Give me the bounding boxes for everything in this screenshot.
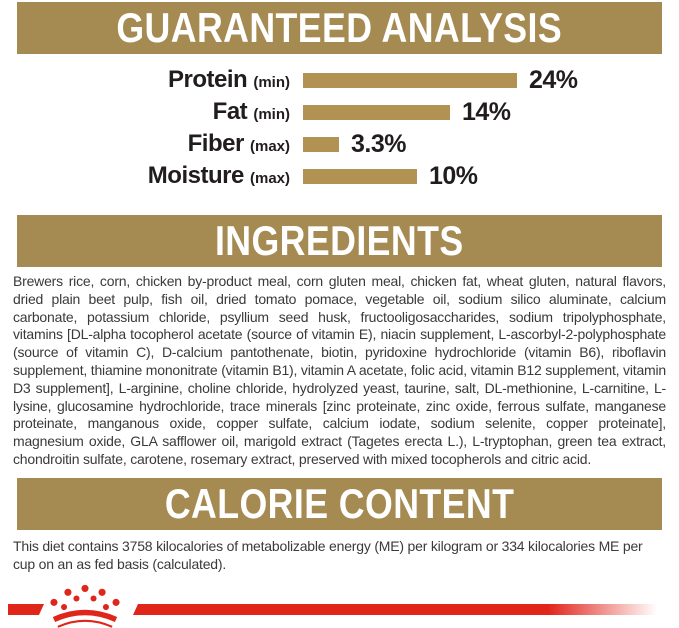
chart-row: Fat (min) 14%	[0, 96, 679, 128]
guaranteed-analysis-title: GUARANTEED ANALYSIS	[116, 4, 563, 51]
guaranteed-analysis-chart: Protein (min) 24% Fat (min) 14% Fiber (max) 3…	[0, 64, 679, 192]
guaranteed-analysis-banner: GUARANTEED ANALYSIS	[17, 2, 662, 54]
brand-ribbon-right	[133, 604, 679, 615]
nutrient-bar	[303, 168, 417, 184]
nutrient-label: Moisture (max)	[147, 162, 290, 189]
nutrient-value: 10%	[429, 161, 478, 190]
brand-footer	[0, 583, 679, 628]
calorie-content-banner: CALORIE CONTENT	[17, 478, 662, 530]
nutrient-label: Protein (min)	[167, 66, 290, 93]
ingredients-paragraph: Brewers rice, corn, chicken by-product m…	[13, 273, 666, 467]
nutrient-qualifier: (min)	[253, 74, 290, 91]
nutrient-qualifier: (min)	[253, 106, 290, 123]
calorie-content-title: CALORIE CONTENT	[164, 480, 515, 527]
nutrient-label: Fiber (max)	[187, 130, 290, 157]
nutrient-value: 24%	[529, 65, 578, 94]
nutrient-value: 14%	[462, 97, 511, 126]
nutrient-qualifier: (max)	[249, 138, 290, 155]
ingredients-title: INGREDIENTS	[215, 217, 464, 264]
nutrient-value: 3.3%	[351, 129, 406, 158]
calorie-content-paragraph: This diet contains 3758 kilocalories of …	[13, 538, 643, 572]
nutrient-label: Fat (min)	[212, 98, 290, 125]
nutrient-qualifier: (max)	[249, 170, 290, 187]
nutrient-bar	[303, 72, 517, 88]
nutrient-bar	[303, 136, 339, 152]
chart-row: Moisture (max) 10%	[0, 160, 679, 192]
brand-ribbon-left	[8, 604, 44, 615]
chart-row: Protein (min) 24%	[0, 64, 679, 96]
chart-row: Fiber (max) 3.3%	[0, 128, 679, 160]
royal-canin-crown-logo-icon	[50, 584, 120, 628]
ingredients-banner: INGREDIENTS	[17, 215, 662, 267]
nutrient-bar	[303, 104, 450, 120]
